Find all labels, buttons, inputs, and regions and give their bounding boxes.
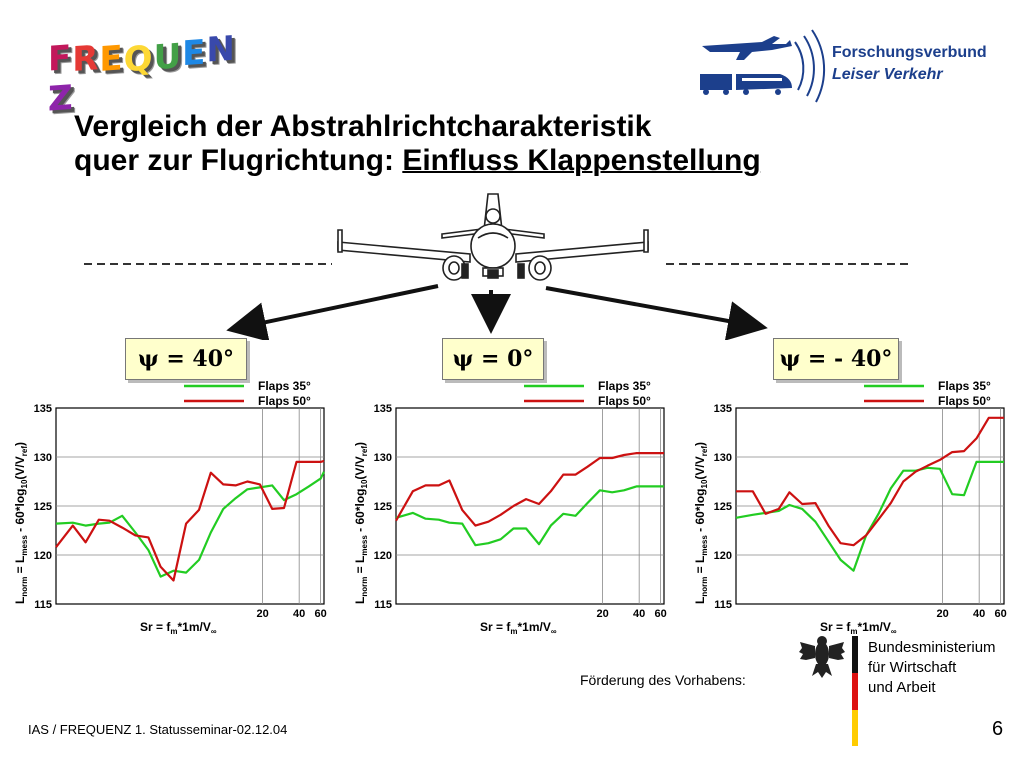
y-tick-label: 135	[714, 403, 732, 415]
ministry-name: Bundesministerium für Wirtschaft und Arb…	[868, 638, 996, 698]
aircraft-front-view-diagram	[84, 193, 908, 340]
chart-psi-plus40: Flaps 35°Flaps 50° 115 120 125 130 135 20 40 60 S…	[13, 379, 327, 636]
y-tick-label: 135	[374, 403, 392, 415]
x-tick-label: 40	[633, 608, 645, 620]
x-tick-label: 20	[936, 608, 948, 620]
legend-label: Flaps 35°	[598, 379, 651, 393]
ministry-line1: Bundesministerium	[868, 639, 996, 656]
series-line-flaps50	[736, 416, 1004, 547]
logo-letter: E	[182, 32, 207, 75]
partner-name-line1: Forschungsverbund	[832, 44, 987, 61]
y-tick-label: 125	[714, 501, 732, 513]
x-tick-label: 60	[314, 608, 326, 620]
x-tick-label: 20	[596, 608, 608, 620]
arrow-right	[545, 286, 768, 340]
legend-label: Flaps 50°	[258, 394, 311, 408]
logo-letter: Q	[123, 38, 154, 81]
funding-label: Förderung des Vorhabens:	[580, 672, 746, 688]
german-flag-bar	[852, 636, 858, 746]
legend-label: Flaps 35°	[938, 379, 991, 393]
x-axis-label: Sr = fm*1m/V∞	[480, 620, 557, 636]
y-tick-label: 130	[374, 452, 392, 464]
angle-label-0: ψ = 0°	[442, 338, 544, 380]
legend-label: Flaps 35°	[258, 379, 311, 393]
y-tick-label: 115	[714, 599, 732, 611]
slide-title: Vergleich der Abstrahlrichtcharakteristi…	[74, 110, 894, 178]
series-line-flaps35	[55, 471, 325, 578]
logo-letter: F	[48, 37, 73, 80]
title-line2-prefix: quer zur Flugrichtung:	[74, 144, 403, 177]
title-line1: Vergleich der Abstrahlrichtcharakteristi…	[74, 110, 652, 143]
chart-psi-0: Flaps 35°Flaps 50° 115 120 125 130 135 20 40 60 S…	[353, 379, 667, 636]
x-axis-label: Sr = fm*1m/V∞	[820, 620, 897, 636]
partner-name-line2: Leiser Verkehr	[832, 66, 943, 83]
logo-letter: E	[99, 38, 124, 81]
series-line-flaps50	[395, 451, 664, 527]
y-tick-label: 135	[34, 403, 52, 415]
logo-letter: Z	[48, 77, 74, 120]
series-line-flaps35	[735, 460, 1004, 572]
y-tick-label: 120	[374, 550, 392, 562]
x-tick-label: 40	[973, 608, 985, 620]
airplane-train-icon	[700, 29, 826, 103]
page-number: 6	[992, 718, 1004, 740]
logo-letter: R	[72, 38, 100, 80]
chart-psi-minus40: Flaps 35°Flaps 50° 115 120 125 130 135 20 40 60 S…	[693, 379, 1007, 636]
y-tick-label: 125	[374, 501, 392, 513]
angle-label-plus40: ψ = 40°	[125, 338, 247, 380]
title-line2: quer zur Flugrichtung: Einfluss Klappens…	[74, 144, 894, 178]
frequenz-logo: FREQUENZ	[48, 29, 238, 120]
legend-label: Flaps 50°	[938, 394, 991, 408]
x-axis-label: Sr = fm*1m/V∞	[140, 620, 217, 636]
y-tick-label: 120	[714, 550, 732, 562]
legend-label: Flaps 50°	[598, 394, 651, 408]
logo-letter: U	[153, 36, 183, 79]
partner-logo: Forschungsverbund Leiser Verkehr	[692, 22, 1012, 110]
arrow-left	[226, 284, 439, 340]
y-tick-label: 130	[34, 452, 52, 464]
x-tick-label: 60	[654, 608, 666, 620]
logo-letter: N	[206, 28, 236, 71]
y-axis-label: Lnorm = Lmess - 60*log10(V/Vref)	[13, 442, 29, 604]
series-line-flaps35	[395, 485, 664, 547]
y-axis-label: Lnorm = Lmess - 60*log10(V/Vref)	[693, 442, 709, 604]
y-tick-label: 115	[34, 599, 52, 611]
federal-eagle-icon	[799, 636, 845, 678]
x-tick-label: 20	[256, 608, 268, 620]
footer-event-text: IAS / FREQUENZ 1. Statusseminar-02.12.04	[28, 722, 288, 737]
y-tick-label: 125	[34, 501, 52, 513]
ministry-line2: für Wirtschaft	[868, 659, 957, 676]
aircraft-icon	[337, 193, 649, 281]
y-tick-label: 115	[374, 599, 392, 611]
angle-label-minus40: ψ = - 40°	[773, 338, 899, 380]
title-line2-emphasis: Einfluss Klappenstellung	[402, 144, 761, 177]
x-tick-label: 60	[994, 608, 1006, 620]
ministry-line3: und Arbeit	[868, 679, 936, 696]
y-axis-label: Lnorm = Lmess - 60*log10(V/Vref)	[353, 442, 369, 604]
x-tick-label: 40	[293, 608, 305, 620]
y-tick-label: 120	[34, 550, 52, 562]
y-tick-label: 130	[714, 452, 732, 464]
series-line-flaps50	[55, 459, 325, 582]
